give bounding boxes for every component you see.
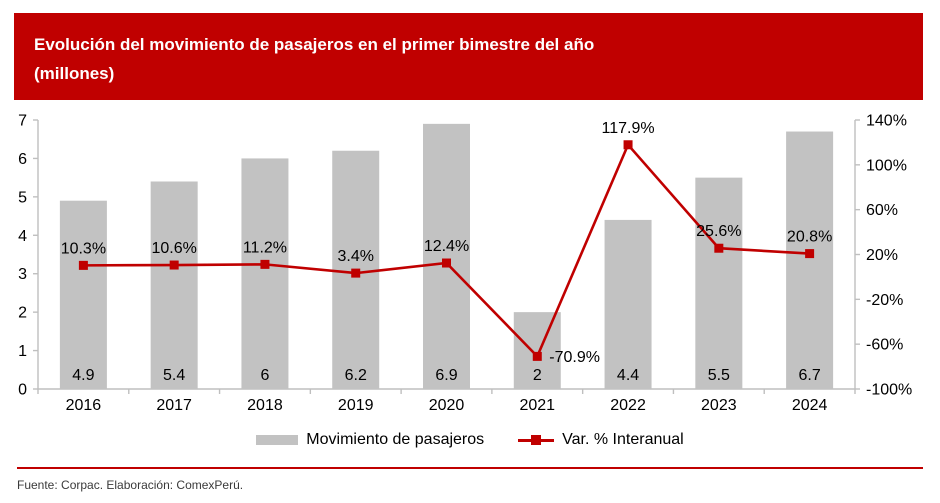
line-marker-2024 [805, 249, 815, 259]
bar-value-label: 4.4 [617, 367, 639, 384]
right-axis-tick-label: 20% [866, 247, 898, 264]
x-axis-category-label: 2021 [519, 397, 555, 414]
line-value-label: 10.6% [151, 240, 196, 257]
right-axis-tick-label: -20% [866, 292, 903, 309]
bar-2022 [604, 219, 652, 389]
line-swatch-marker [531, 434, 542, 445]
bar-2020 [423, 123, 470, 389]
left-axis-tick-label: 2 [18, 305, 27, 322]
line-value-label: 3.4% [337, 248, 373, 265]
bar-value-label: 2 [533, 367, 542, 384]
x-axis-category-label: 2017 [156, 397, 192, 414]
chart-subtitle: (millones) [34, 64, 115, 83]
bar-2017 [150, 181, 198, 389]
legend-item-line: Var. % Interanual [518, 431, 684, 449]
line-value-label: 12.4% [424, 238, 469, 255]
left-axis-tick-label: 6 [18, 151, 27, 168]
bar-value-label: 6.7 [798, 367, 820, 384]
x-axis-category-label: 2016 [66, 397, 102, 414]
chart-legend: Movimiento de pasajeros Var. % Interanua… [0, 429, 940, 451]
line-marker-2018 [260, 259, 270, 269]
bar-value-label: 4.9 [72, 367, 94, 384]
bar-value-label: 6.9 [435, 367, 457, 384]
bar-2024 [786, 131, 834, 389]
line-value-label: 10.3% [61, 240, 106, 257]
line-marker-2020 [442, 258, 451, 268]
legend-label-line: Var. % Interanual [562, 431, 684, 448]
line-value-label: 11.2% [243, 239, 287, 256]
bar-2023 [695, 177, 743, 389]
legend-item-bars: Movimiento de pasajeros [256, 431, 484, 449]
line-marker-2017 [169, 260, 179, 270]
x-axis-category-label: 2019 [338, 397, 374, 414]
line-marker-2016 [78, 260, 88, 270]
x-axis-category-label: 2022 [610, 397, 646, 414]
footer-divider-rule [17, 467, 923, 469]
left-axis-tick-label: 7 [18, 113, 27, 130]
right-axis-tick-label: 60% [866, 202, 898, 219]
x-axis-category-label: 2023 [701, 397, 737, 414]
legend-label-bars: Movimiento de pasajeros [306, 431, 485, 448]
line-value-label: 25.6% [696, 223, 741, 240]
right-axis-tick-label: 140% [866, 113, 907, 130]
line-value-label: 20.8% [787, 229, 832, 246]
bar-2016 [59, 200, 107, 389]
left-axis-tick-label: 0 [18, 382, 27, 399]
bar-2018 [241, 158, 289, 389]
line-marker-2023 [714, 243, 724, 253]
bar-value-label: 6 [260, 367, 269, 384]
chart-title: Evolución del movimiento de pasajeros en… [34, 35, 595, 54]
line-value-label: -70.9% [549, 349, 600, 366]
left-axis-tick-label: 1 [18, 343, 27, 360]
bar-2021 [513, 312, 561, 389]
line-value-label: 117.9% [602, 120, 655, 137]
left-axis-tick-label: 3 [18, 266, 27, 283]
right-axis-tick-label: 100% [866, 157, 907, 174]
x-axis-category-label: 2018 [247, 397, 283, 414]
line-series-swatch [518, 434, 555, 446]
left-axis-tick-label: 4 [18, 228, 27, 245]
x-axis-category-label: 2024 [792, 397, 828, 414]
right-axis-tick-label: -60% [866, 337, 903, 354]
chart-title-banner: Evolución del movimiento de pasajeros en… [14, 13, 923, 100]
bar-value-label: 5.5 [708, 367, 730, 384]
right-axis-tick-label: -100% [866, 382, 912, 399]
bar-series-swatch [256, 435, 299, 445]
line-marker-2019 [351, 268, 361, 278]
line-marker-2022 [623, 140, 633, 150]
left-axis-tick-label: 5 [18, 189, 27, 206]
line-marker-2021 [532, 351, 542, 361]
bar-value-label: 5.4 [163, 367, 185, 384]
source-note: Fuente: Corpac. Elaboración: ComexPerú. [17, 478, 244, 492]
bar-value-label: 6.2 [345, 367, 367, 384]
x-axis-category-label: 2020 [429, 397, 465, 414]
